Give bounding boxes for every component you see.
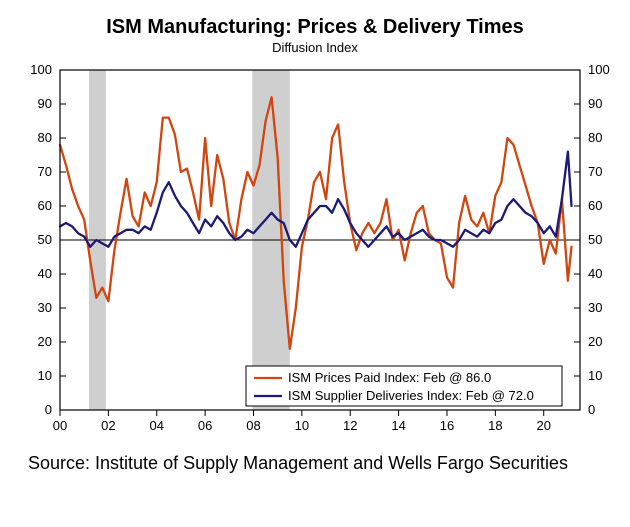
y-tick-label-right: 90 (588, 96, 602, 111)
y-tick-label-right: 50 (588, 232, 602, 247)
y-tick-label-right: 30 (588, 300, 602, 315)
line-chart: 0010102020303040405050606070708080909010… (0, 60, 630, 450)
x-tick-label: 06 (198, 418, 212, 433)
x-tick-label: 10 (295, 418, 309, 433)
y-tick-label-right: 80 (588, 130, 602, 145)
y-tick-label-right: 10 (588, 368, 602, 383)
x-tick-label: 00 (53, 418, 67, 433)
y-tick-label-right: 40 (588, 266, 602, 281)
legend-label: ISM Supplier Deliveries Index: Feb @ 72.… (288, 388, 534, 403)
chart-title: ISM Manufacturing: Prices & Delivery Tim… (0, 16, 630, 39)
y-tick-label: 50 (38, 232, 52, 247)
y-tick-label: 30 (38, 300, 52, 315)
y-tick-label: 70 (38, 164, 52, 179)
x-tick-label: 12 (343, 418, 357, 433)
y-tick-label: 0 (45, 402, 52, 417)
y-tick-label-right: 70 (588, 164, 602, 179)
y-tick-label: 10 (38, 368, 52, 383)
x-tick-label: 20 (536, 418, 550, 433)
chart-source: Source: Institute of Supply Management a… (28, 452, 608, 475)
y-tick-label-right: 60 (588, 198, 602, 213)
y-tick-label: 60 (38, 198, 52, 213)
x-tick-label: 04 (150, 418, 164, 433)
y-tick-label-right: 0 (588, 402, 595, 417)
y-tick-label-right: 20 (588, 334, 602, 349)
chart-subtitle: Diffusion Index (0, 40, 630, 55)
x-tick-label: 02 (101, 418, 115, 433)
y-tick-label: 40 (38, 266, 52, 281)
x-tick-label: 16 (440, 418, 454, 433)
y-tick-label: 20 (38, 334, 52, 349)
y-tick-label-right: 100 (588, 62, 610, 77)
y-tick-label: 80 (38, 130, 52, 145)
y-tick-label: 100 (30, 62, 52, 77)
x-tick-label: 14 (391, 418, 405, 433)
y-tick-label: 90 (38, 96, 52, 111)
x-tick-label: 18 (488, 418, 502, 433)
x-tick-label: 08 (246, 418, 260, 433)
legend-label: ISM Prices Paid Index: Feb @ 86.0 (288, 370, 491, 385)
